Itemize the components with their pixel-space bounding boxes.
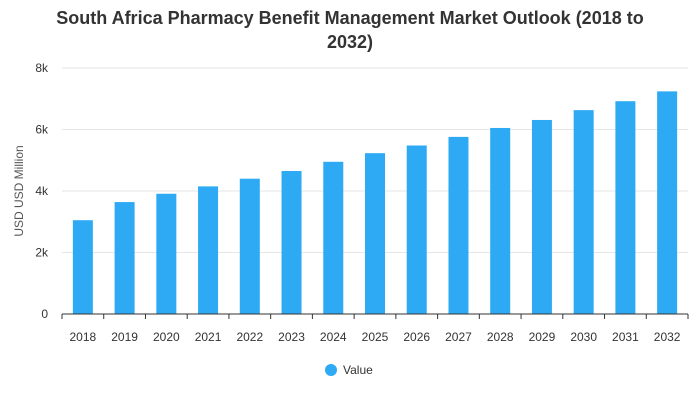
bar-2019[interactable] [114,202,135,314]
x-tick-label: 2019 [111,330,138,344]
bar-2028[interactable] [490,127,511,315]
bar-2018[interactable] [72,220,93,314]
x-tick-label: 2023 [278,330,305,344]
x-tick-label: 2020 [153,330,180,344]
bar-2031[interactable] [615,101,636,315]
x-tick-label: 2025 [362,330,389,344]
y-tick-label: 4k [35,184,49,198]
x-tick-label: 2022 [236,330,263,344]
x-tick-label: 2028 [487,330,514,344]
bar-2020[interactable] [156,193,177,314]
x-tick-label: 2024 [320,330,347,344]
x-tick-label: 2018 [70,330,97,344]
legend[interactable]: Value [325,363,373,377]
chart-title-line-2: 2032) [327,32,373,52]
x-tick-label: 2031 [612,330,639,344]
bar-2026[interactable] [406,145,427,314]
bar-2022[interactable] [239,178,260,314]
bars [72,91,678,315]
bar-2030[interactable] [573,110,594,314]
bar-2027[interactable] [448,136,469,314]
chart-title-line-1: South Africa Pharmacy Benefit Management… [56,8,643,28]
y-tick-label: 8k [35,61,49,75]
x-tick-label: 2027 [445,330,472,344]
y-tick-labels: 0 2k 4k 6k 8k [35,61,49,321]
x-tick-labels: 2018 2019 2020 2021 2022 2023 2024 2025 2026 2027… [70,330,681,344]
x-tick-label: 2021 [195,330,222,344]
bar-2024[interactable] [323,161,344,314]
y-tick-label: 0 [41,307,48,321]
axes [61,313,689,319]
bar-2021[interactable] [198,186,219,314]
legend-label-value: Value [343,363,373,377]
bar-2032[interactable] [657,91,678,315]
legend-marker-value [325,364,337,376]
x-tick-label: 2029 [529,330,556,344]
bar-2025[interactable] [365,153,385,314]
x-tick-label: 2026 [403,330,430,344]
bar-2023[interactable] [281,171,302,314]
y-tick-label: 2k [35,246,49,260]
y-axis-title: USD USD Million [12,145,26,236]
x-tick-label: 2032 [654,330,681,344]
y-tick-label: 6k [35,123,49,137]
bar-2029[interactable] [531,119,552,314]
x-tick-label: 2030 [570,330,597,344]
